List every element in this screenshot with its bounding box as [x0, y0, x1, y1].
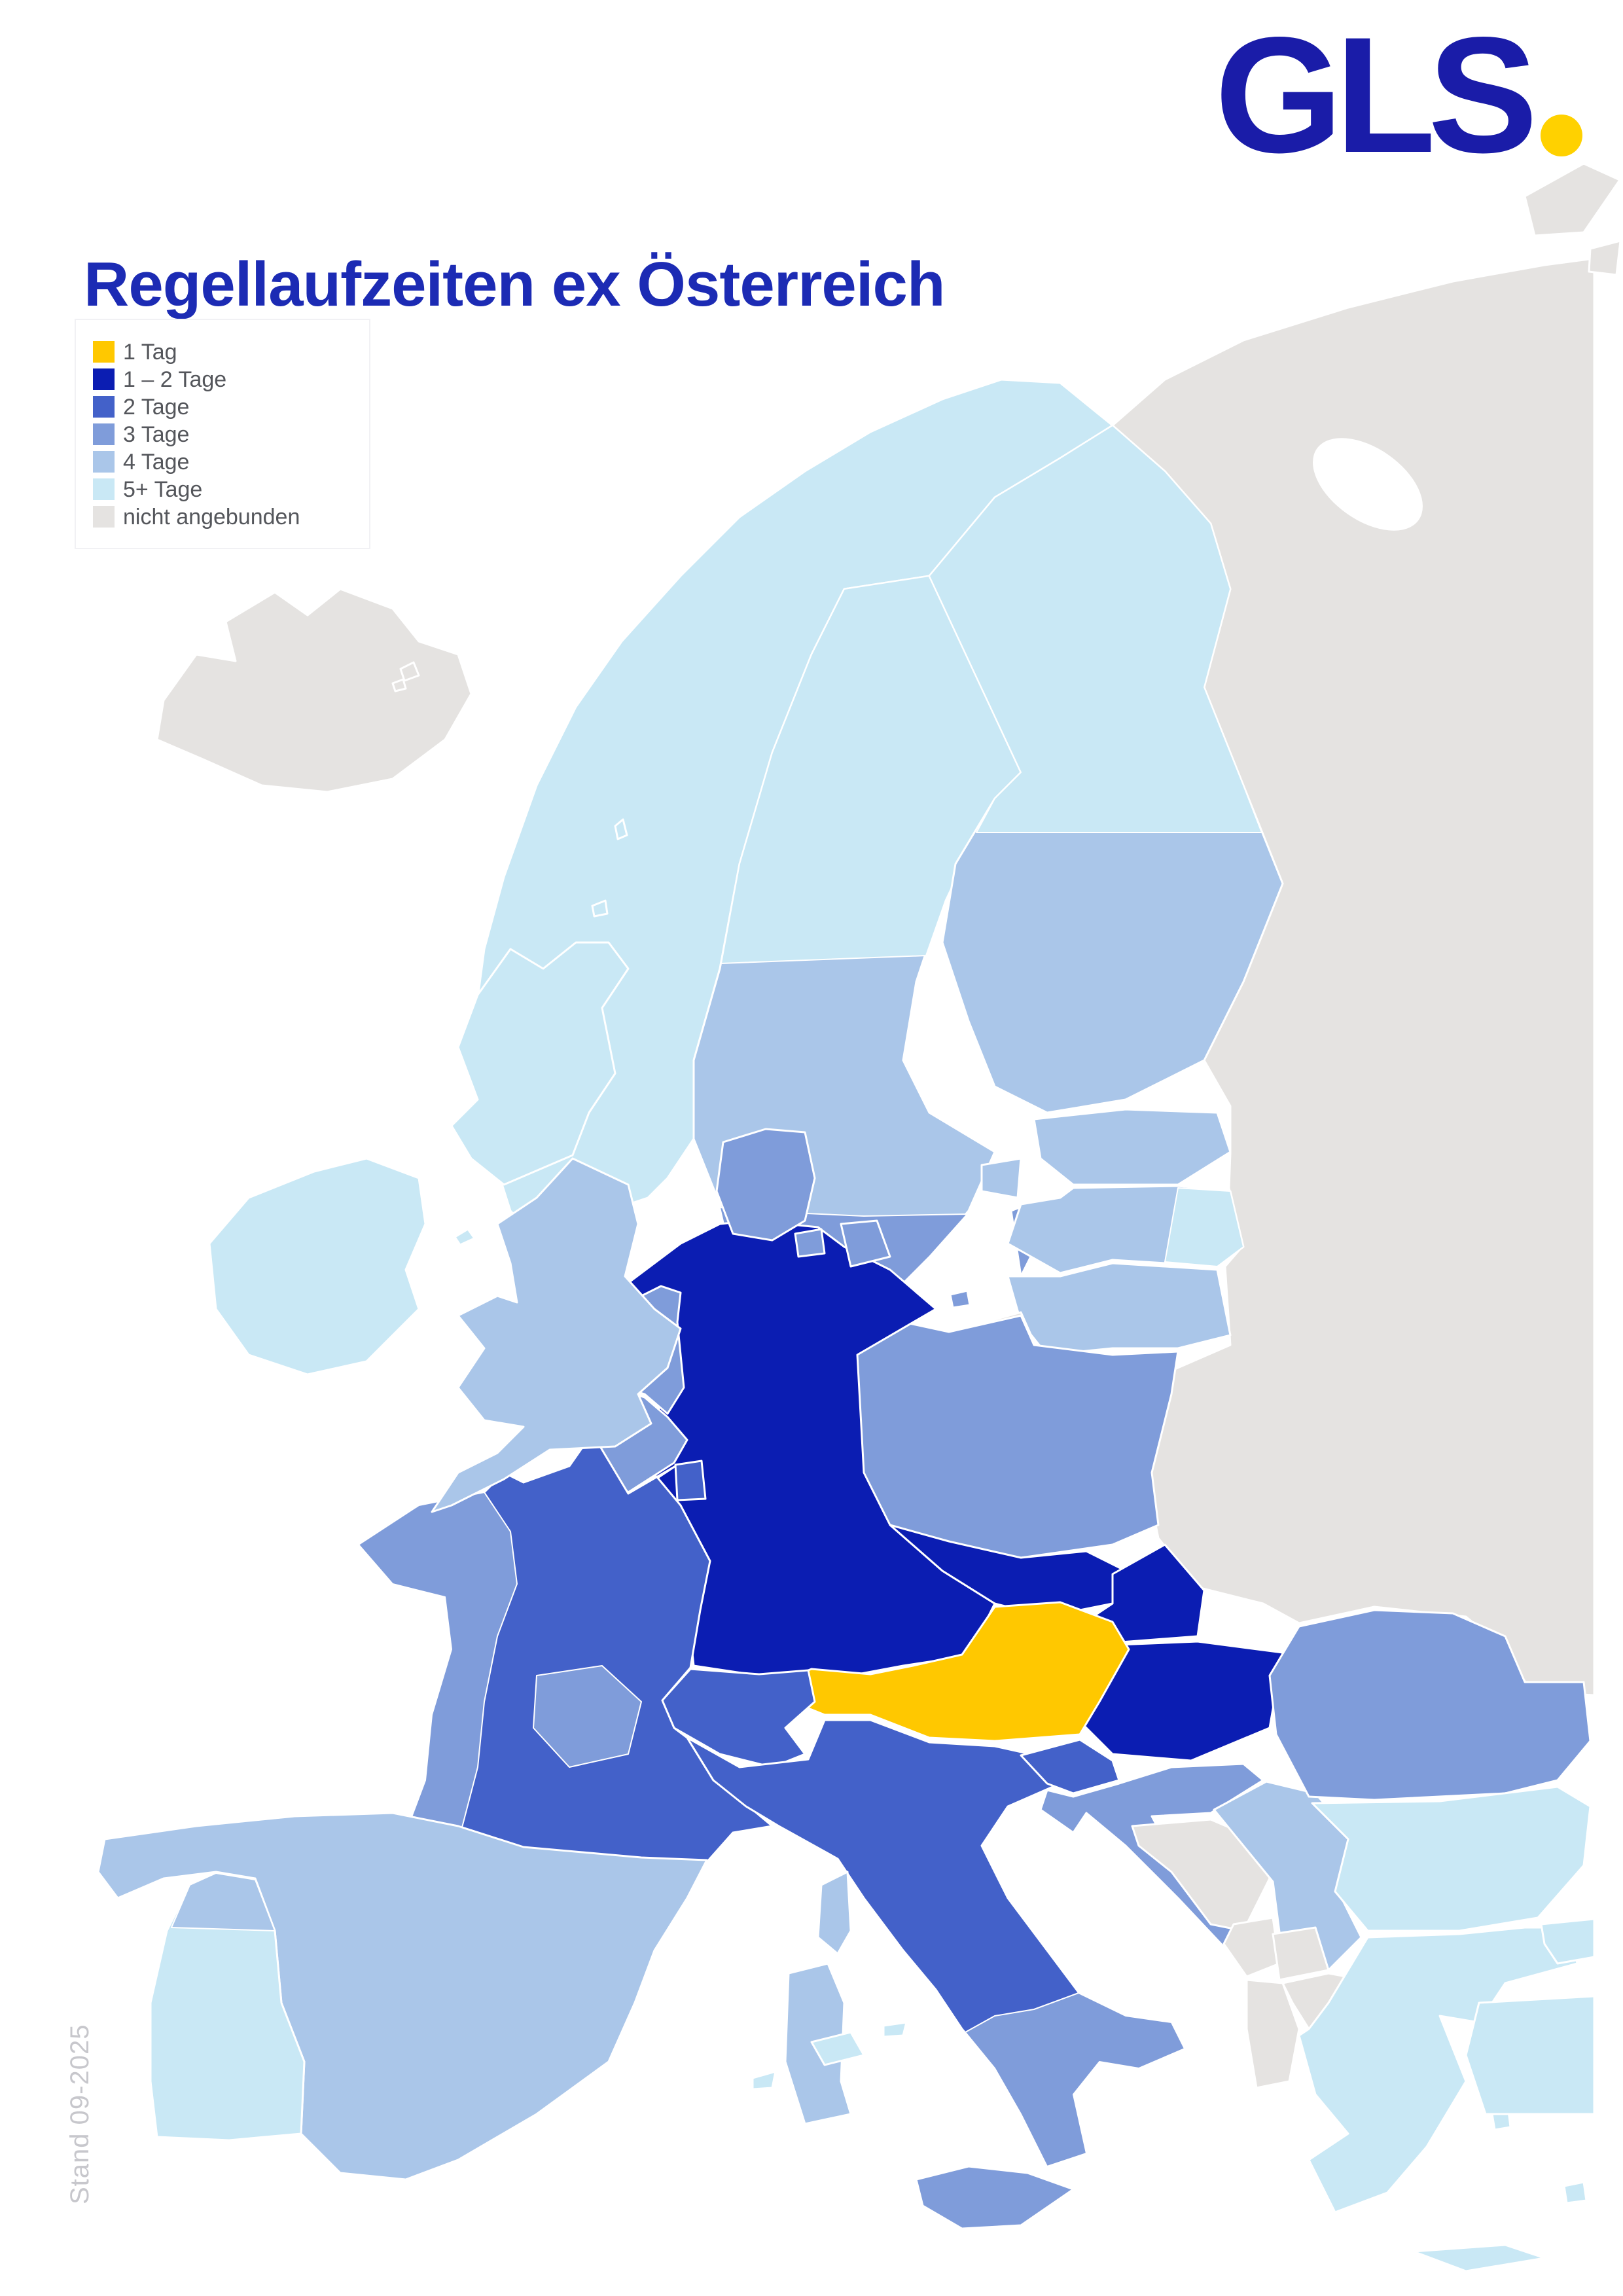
legend-swatch-nicht-angebunden: [93, 506, 115, 528]
map-legend: 1 Tag 1 – 2 Tage 2 Tage 3 Tage 4 Tage 5+…: [75, 319, 370, 549]
country-kosovo: [1272, 1926, 1330, 1981]
country-novaya-zemlya: [1524, 162, 1621, 237]
legend-item-4-tage: 4 Tage: [93, 451, 369, 473]
island-aegean-4: [1563, 2181, 1588, 2204]
legend-label: 3 Tage: [123, 422, 190, 447]
country-luxembourg: [674, 1460, 707, 1501]
country-ireland: [208, 1157, 427, 1376]
region-france-central: [533, 1665, 642, 1768]
region-italy-south: [965, 1992, 1185, 2167]
legend-label: 1 – 2 Tage: [123, 367, 227, 392]
island-ibiza: [751, 2070, 777, 2090]
country-faroe: [399, 661, 420, 682]
gls-logo-text: GLS: [1215, 3, 1538, 187]
country-scotland: [450, 941, 630, 1186]
island-funen: [794, 1228, 826, 1258]
island-saaremaa: [980, 1157, 1022, 1199]
legend-label: nicht angebunden: [123, 504, 300, 529]
country-montenegro: [1222, 1916, 1281, 1978]
legend-label: 1 Tag: [123, 339, 177, 365]
region-finland-north: [929, 425, 1262, 833]
island-orkney: [591, 899, 609, 918]
legend-swatch-1-tag: [93, 341, 115, 363]
country-austria: [774, 1601, 1130, 1742]
country-novaya-zemlya-south: [1588, 240, 1622, 276]
island-bornholm: [949, 1289, 971, 1309]
legend-item-nicht-angebunden: nicht angebunden: [93, 506, 369, 528]
gls-logo-dot-icon: [1541, 114, 1583, 156]
legend-swatch-5-tage: [93, 478, 115, 500]
island-crete: [1412, 2244, 1546, 2272]
country-turkey-anatolia: [1465, 1995, 1596, 2115]
legend-label: 2 Tage: [123, 394, 190, 420]
legend-item-5-tage: 5+ Tage: [93, 476, 369, 502]
gls-logo: GLS: [1215, 3, 1583, 187]
legend-item-2-tage: 2 Tage: [93, 396, 369, 418]
island-zealand: [840, 1219, 891, 1268]
country-estonia: [1033, 1108, 1232, 1186]
island-isle-of-man: [454, 1228, 476, 1246]
country-lithuania: [1007, 1262, 1232, 1356]
island-shetland: [614, 818, 628, 840]
region-portugal-north: [171, 1873, 276, 1931]
country-slovenia: [1020, 1738, 1120, 1795]
region-france-west: [358, 1492, 518, 1843]
legend-item-1-2-tage: 1 – 2 Tage: [93, 367, 369, 392]
page-title: Regellaufzeiten ex Österreich: [84, 249, 946, 320]
country-denmark: [715, 1128, 816, 1242]
region-latvia-east: [1164, 1187, 1244, 1267]
stand-date-label: Stand 09-2025: [65, 2024, 94, 2204]
country-romania: [1268, 1609, 1592, 1801]
legend-label: 5+ Tage: [123, 476, 203, 502]
island-menorca: [882, 2021, 908, 2038]
country-faroe-2: [391, 678, 407, 692]
legend-label: 4 Tage: [123, 449, 190, 475]
island-corsica: [817, 1871, 852, 1955]
country-turkey: [1540, 1918, 1596, 1965]
country-spain: [97, 1812, 708, 2181]
island-mallorca: [810, 2031, 865, 2066]
legend-item-3-tage: 3 Tage: [93, 422, 369, 447]
country-iceland: [156, 588, 473, 793]
legend-item-1-tag: 1 Tag: [93, 341, 369, 363]
country-bulgaria: [1311, 1785, 1592, 1932]
legend-swatch-2-tage: [93, 396, 115, 418]
legend-swatch-4-tage: [93, 451, 115, 473]
legend-swatch-3-tage: [93, 423, 115, 445]
white-sea: [1313, 438, 1423, 531]
legend-swatch-1-2-tage: [93, 368, 115, 390]
country-england-wales: [431, 1157, 682, 1513]
country-serbia: [1213, 1780, 1363, 1971]
country-slovakia: [1082, 1543, 1205, 1644]
island-sicily: [915, 2165, 1075, 2230]
country-poland: [843, 1314, 1179, 1559]
